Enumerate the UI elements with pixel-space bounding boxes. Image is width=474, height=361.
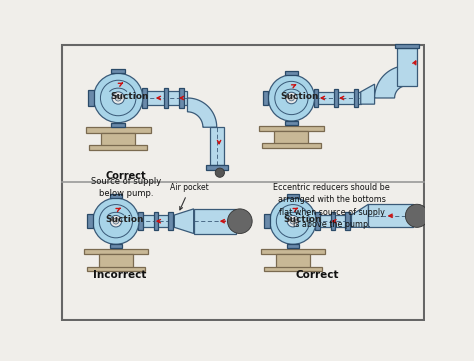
Polygon shape [361, 84, 374, 104]
Text: Correct: Correct [296, 270, 339, 280]
Bar [168, 212, 173, 230]
Bar [139, 215, 174, 227]
Bar [316, 215, 352, 227]
Circle shape [228, 209, 252, 234]
Bar [259, 126, 324, 131]
Bar [395, 44, 419, 48]
Bar [109, 244, 122, 248]
Bar [263, 91, 268, 105]
Bar [285, 121, 298, 125]
Text: Suction: Suction [106, 215, 145, 224]
Text: Incorrect: Incorrect [93, 270, 146, 280]
Bar [179, 88, 183, 108]
Bar [262, 143, 321, 148]
Text: Suction: Suction [110, 92, 149, 101]
Circle shape [100, 80, 136, 116]
Text: Suction: Suction [280, 92, 319, 101]
Text: Air pocket: Air pocket [171, 183, 209, 210]
Bar [210, 127, 224, 165]
Circle shape [270, 198, 316, 244]
Bar [206, 165, 228, 170]
Bar [285, 71, 298, 75]
Text: Eccentric reducers should be
arranged with the bottoms
flat when source of suppl: Eccentric reducers should be arranged wi… [273, 183, 390, 229]
Polygon shape [352, 204, 368, 227]
Polygon shape [174, 209, 194, 234]
Bar [111, 123, 125, 127]
Circle shape [276, 205, 310, 238]
Bar [287, 194, 299, 198]
Bar [346, 212, 350, 230]
Circle shape [110, 216, 122, 227]
Bar [315, 212, 320, 230]
Bar [261, 249, 325, 254]
Polygon shape [188, 98, 217, 127]
Circle shape [215, 168, 225, 177]
Bar [315, 92, 361, 104]
Bar [334, 89, 338, 107]
Bar [142, 88, 146, 108]
Text: Suction: Suction [283, 215, 321, 224]
Bar [354, 89, 358, 107]
Bar [109, 194, 122, 198]
Circle shape [93, 73, 143, 123]
Bar [154, 212, 158, 230]
Bar [111, 69, 125, 73]
Circle shape [275, 81, 308, 115]
Polygon shape [374, 66, 407, 98]
Circle shape [290, 218, 296, 224]
Circle shape [99, 205, 133, 238]
Bar [101, 132, 135, 147]
Bar [368, 204, 413, 227]
Bar [89, 145, 147, 149]
Bar [87, 267, 145, 271]
Circle shape [115, 95, 121, 101]
Bar [87, 214, 93, 228]
Circle shape [286, 92, 297, 104]
Text: Source of supply
below pump.: Source of supply below pump. [91, 177, 161, 198]
Bar [397, 48, 417, 86]
Circle shape [112, 92, 124, 104]
Circle shape [287, 216, 299, 227]
Circle shape [113, 218, 119, 224]
Text: Correct: Correct [106, 171, 146, 181]
Bar [314, 89, 319, 107]
Bar [287, 244, 299, 248]
Bar [276, 254, 310, 268]
Bar [88, 90, 93, 106]
Bar [86, 127, 151, 132]
Circle shape [268, 75, 315, 121]
Bar [264, 214, 270, 228]
Circle shape [93, 198, 139, 244]
Circle shape [405, 204, 428, 227]
Bar [83, 249, 148, 254]
Bar [138, 212, 143, 230]
Bar [164, 88, 168, 108]
Bar [194, 209, 236, 234]
Bar [264, 267, 322, 271]
Bar [143, 91, 188, 105]
Bar [274, 131, 309, 145]
Bar [99, 254, 133, 268]
Bar [331, 212, 335, 230]
Circle shape [289, 95, 294, 101]
